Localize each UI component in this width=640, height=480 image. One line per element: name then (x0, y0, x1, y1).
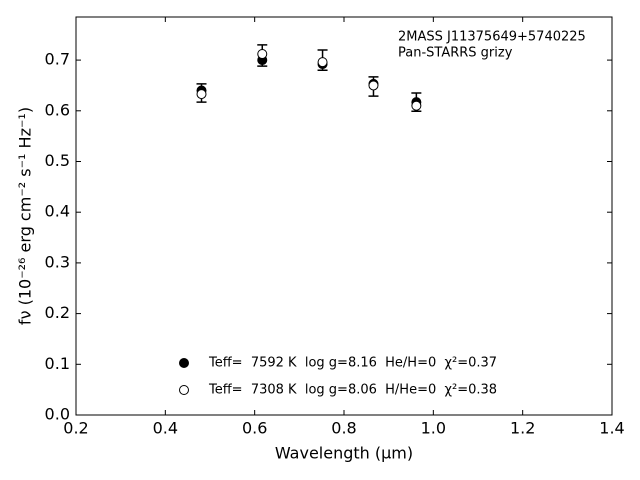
y-axis-label: fν (10⁻²⁶ erg cm⁻² s⁻¹ Hz⁻¹) (16, 107, 35, 325)
annotation: 2MASS J11375649+5740225 (398, 30, 586, 45)
x-tick-label: 0.4 (153, 419, 178, 438)
y-tick-label: 0.5 (45, 151, 70, 170)
point (196, 89, 207, 100)
point (368, 80, 379, 91)
y-tick-label: 0.1 (45, 354, 70, 373)
legend-label: Teff= 7308 K log g=8.06 H/He=0 χ²=0.38 (208, 383, 497, 398)
x-tick-label: 0.8 (331, 419, 356, 438)
y-tick-label: 0.7 (45, 50, 70, 69)
x-tick-label: 0.6 (242, 419, 267, 438)
y-tick-label: 0.3 (45, 252, 70, 271)
x-tick-label: 1.2 (510, 419, 535, 438)
legend-label: Teff= 7592 K log g=8.16 He/H=0 χ²=0.37 (208, 356, 497, 371)
y-tick-label: 0.0 (45, 405, 70, 424)
x-axis-label: Wavelength (μm) (275, 444, 413, 463)
point (317, 57, 328, 68)
point (411, 100, 422, 111)
legend-marker (179, 358, 189, 368)
x-tick-label: 1.4 (599, 419, 624, 438)
y-tick-label: 0.2 (45, 303, 70, 322)
legend-marker (179, 385, 189, 395)
point (257, 49, 268, 60)
annotation: Pan-STARRS grizy (398, 46, 513, 61)
y-tick-label: 0.4 (45, 202, 70, 221)
x-tick-label: 1.0 (421, 419, 446, 438)
x-tick-label: 0.2 (63, 419, 88, 438)
y-tick-label: 0.6 (45, 100, 70, 119)
